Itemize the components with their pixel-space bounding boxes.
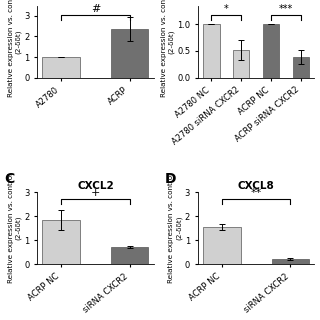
Bar xyxy=(111,247,148,264)
Text: #: # xyxy=(91,4,100,14)
Bar xyxy=(43,220,80,264)
Bar xyxy=(111,29,148,78)
Y-axis label: Relative expression vs. control
(2-δδt): Relative expression vs. control (2-δδt) xyxy=(161,0,174,97)
Bar xyxy=(293,57,309,78)
Y-axis label: Relative expression vs. control
(2-δδt): Relative expression vs. control (2-δδt) xyxy=(169,173,182,283)
Text: C: C xyxy=(4,172,15,187)
Text: *: * xyxy=(224,4,228,14)
Bar xyxy=(263,24,279,78)
Title: CXCL2: CXCL2 xyxy=(77,181,114,191)
Bar xyxy=(43,57,80,78)
Bar xyxy=(233,50,249,78)
Title: CXCL8: CXCL8 xyxy=(238,181,275,191)
Text: D: D xyxy=(165,172,177,187)
Y-axis label: Relative expression vs. control
(2-δδt): Relative expression vs. control (2-δδt) xyxy=(8,173,21,283)
Text: **: ** xyxy=(251,188,262,198)
Text: ***: *** xyxy=(279,4,293,14)
Bar xyxy=(203,24,220,78)
Bar xyxy=(203,227,241,264)
Y-axis label: Relative expression vs. control
(2-δδt): Relative expression vs. control (2-δδt) xyxy=(8,0,21,97)
Bar xyxy=(271,259,309,264)
Text: +: + xyxy=(91,188,100,198)
